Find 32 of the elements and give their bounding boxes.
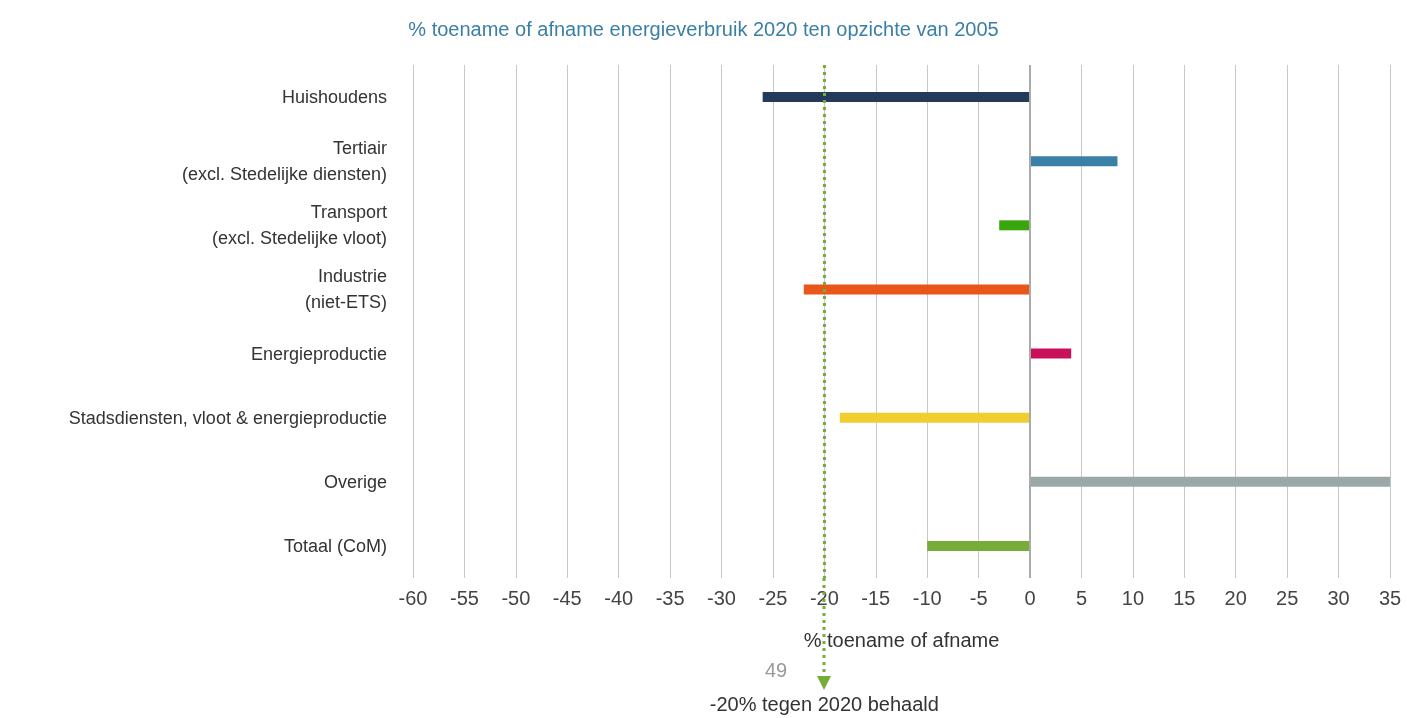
x-tick-label: -45 — [552, 587, 582, 609]
y-tick-label: Totaal (CoM) — [283, 535, 387, 556]
x-tick-label: -50 — [501, 587, 531, 609]
y-tick-label: Energieproductie — [250, 343, 387, 364]
chart-title: % toename of afname energieverbruik 2020 ten opzichte van 2005 — [408, 18, 999, 40]
text: 49 — [765, 659, 788, 681]
ref-line-label: -20% tegen 2020 behaald — [709, 693, 939, 715]
x-tick-label: 10 — [1121, 587, 1145, 609]
y-tick-label: Transport (excl. Stedelijke vloot) — [211, 202, 387, 249]
x-tick-label: -25 — [758, 587, 788, 609]
x-tick-label: 25 — [1276, 587, 1299, 609]
x-tick-label: 0 — [1024, 587, 1036, 609]
x-tick-label: 5 — [1075, 587, 1088, 609]
x-tick-label: -20 — [809, 587, 839, 609]
x-tick-label: -35 — [655, 587, 685, 609]
x-tick-label: 20 — [1224, 587, 1247, 609]
x-tick-label: 15 — [1173, 587, 1196, 609]
y-tick-label: Huishoudens — [281, 87, 387, 108]
x-tick-label: -40 — [604, 587, 634, 609]
x-tick-label: -10 — [912, 587, 942, 609]
x-tick-label: -60 — [398, 587, 428, 609]
x-tick-label: -30 — [707, 587, 736, 609]
y-tick-label: Tertiair (excl. Stedelijke diensten) — [181, 138, 387, 185]
y-tick-label: Stadsdiensten, vloot & energieproductie — [68, 407, 387, 428]
x-tick-label: 35 — [1378, 587, 1402, 609]
x-tick-label: -5 — [969, 587, 988, 609]
x-tick-label: 30 — [1327, 587, 1350, 609]
x-axis-title: % toename of afname — [803, 629, 1000, 651]
x-tick-label: -55 — [449, 587, 479, 609]
x-tick-label: -15 — [861, 587, 891, 609]
y-tick-label: Overige — [323, 471, 387, 492]
y-tick-label: Industrie (niet-ETS) — [304, 266, 387, 313]
